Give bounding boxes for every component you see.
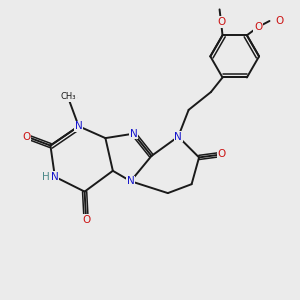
Text: H: H: [42, 172, 50, 182]
Text: O: O: [217, 17, 225, 27]
Text: O: O: [82, 215, 90, 225]
Text: N: N: [75, 121, 83, 131]
Text: O: O: [217, 149, 226, 160]
Text: O: O: [217, 17, 225, 27]
Text: O: O: [276, 16, 284, 26]
Text: O: O: [22, 132, 31, 142]
Text: O: O: [254, 22, 262, 32]
Text: CH₃: CH₃: [61, 92, 78, 101]
Text: N: N: [130, 129, 137, 139]
Text: N: N: [51, 172, 59, 182]
Text: N: N: [174, 132, 182, 142]
Text: O: O: [82, 215, 90, 225]
Text: N: N: [174, 132, 182, 142]
Text: O: O: [254, 22, 262, 32]
Text: N: N: [51, 172, 59, 182]
Text: O: O: [22, 132, 31, 142]
Text: N: N: [127, 176, 135, 186]
Text: N: N: [75, 121, 83, 131]
Text: CH₃: CH₃: [61, 92, 76, 101]
Text: N: N: [130, 129, 137, 139]
Text: O: O: [217, 149, 226, 160]
Text: H: H: [42, 172, 50, 182]
Text: N: N: [127, 176, 135, 186]
